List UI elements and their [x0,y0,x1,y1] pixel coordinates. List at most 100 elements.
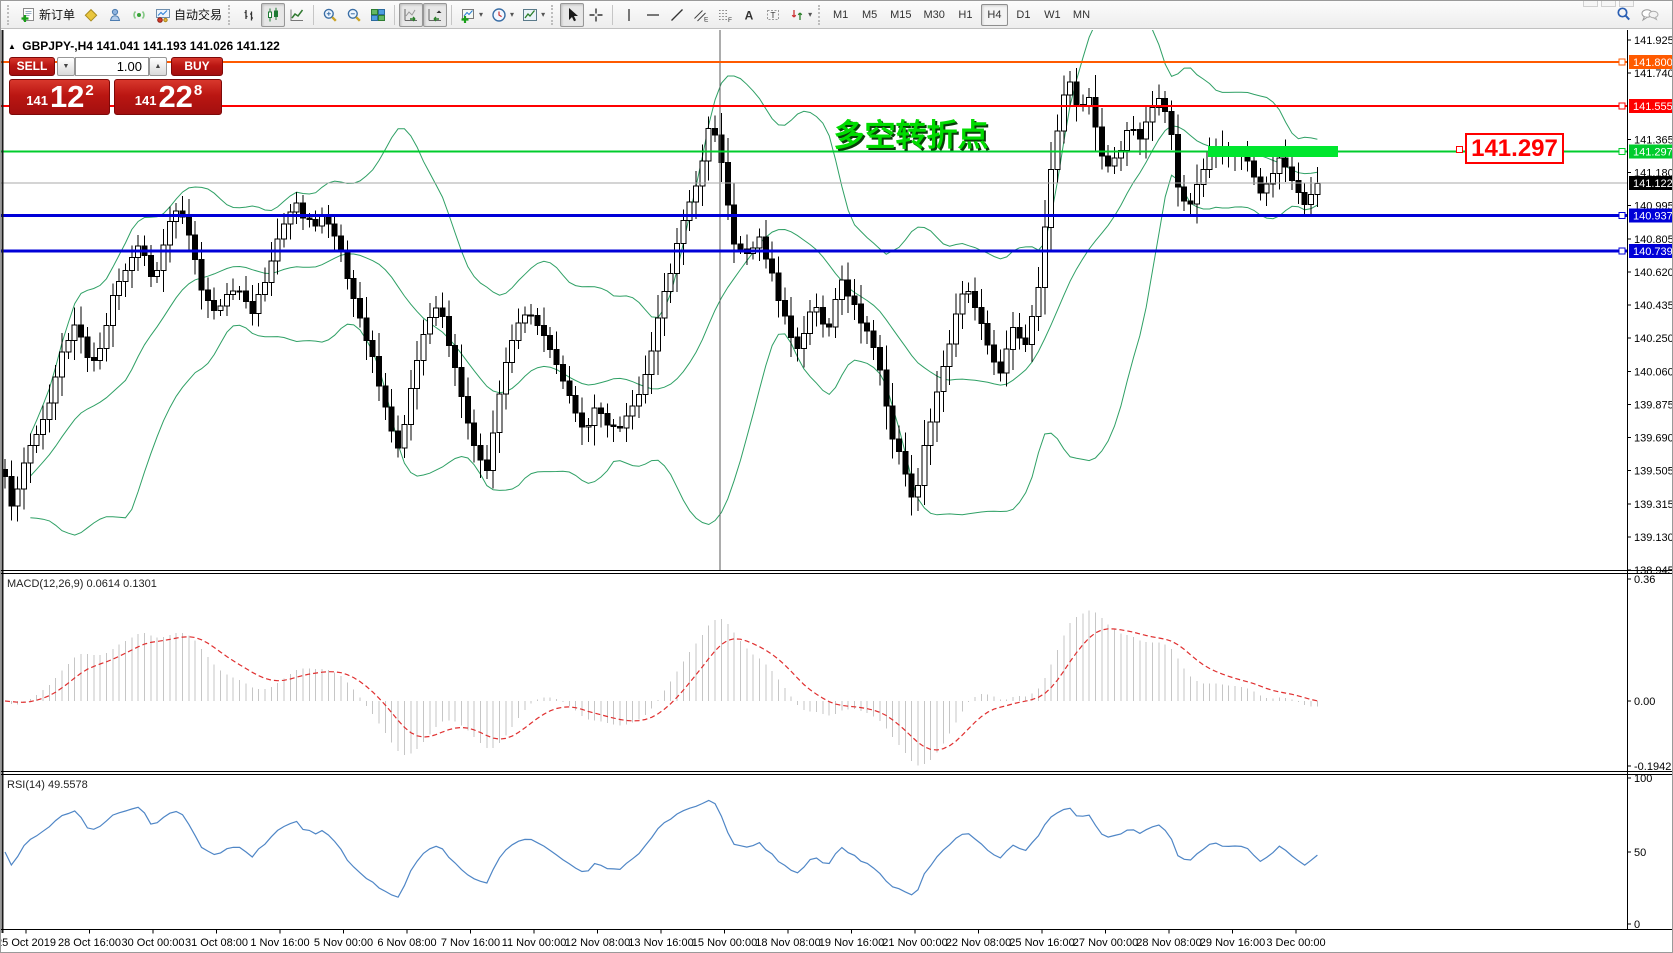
line-anchor-marker[interactable] [1618,212,1626,220]
bar-chart-button[interactable] [237,3,261,27]
search-button[interactable] [1611,3,1636,27]
annotation-text[interactable]: 多空转折点 [833,118,989,153]
toolbar-drag-handle[interactable] [818,4,823,25]
candles-layer [2,68,1321,522]
highlight-zone-rect[interactable] [1208,146,1338,158]
price-tick-label: 140.250 [1634,333,1673,345]
new-order-button[interactable]: 新订单 [16,3,79,27]
macd-layer [4,610,1318,766]
templates-menu-button[interactable]: ▾ [518,3,549,27]
template-icon [523,8,538,21]
text-label-button[interactable]: T [761,3,785,27]
chart-shift-button[interactable] [399,2,424,27]
toolbar-drag-handle[interactable] [228,4,233,25]
time-tick-label: 15 Nov 00:00 [692,937,757,949]
buy-button[interactable]: BUY [171,57,223,76]
signals-button[interactable] [127,3,151,27]
time-tick-label: 28 Oct 16:00 [58,937,121,949]
time-tick-label: 21 Nov 00:00 [882,937,947,949]
history-center-button[interactable] [79,3,103,27]
timeframe-w1-button[interactable]: W1 [1044,8,1061,21]
indicators-menu-button[interactable]: ▾ [456,3,487,27]
rsi-label: RSI(14) 49.5578 [7,779,88,791]
timeframe-toolbar: M1 M5 M15 M30 H1 H4 D1 W1 MN [827,3,1095,26]
time-tick-label: 5 Nov 00:00 [314,937,373,949]
chart-shift-icon [404,8,418,21]
sell-price-point: 2 [85,82,94,99]
profile-icon [109,8,121,21]
price-line-label [1629,175,1672,190]
crosshair-button[interactable] [584,3,608,27]
zoom-in-button[interactable] [318,3,342,27]
collapse-panel-icon[interactable]: ▲ [8,42,16,51]
toolbar-drag-handle[interactable] [551,4,556,25]
macd-signal-line [4,628,1318,751]
fibonacci-button[interactable]: F [713,3,737,27]
time-tick-label: 29 Nov 16:00 [1200,937,1265,949]
timeframe-m15-button[interactable]: M15 [890,8,912,21]
volume-increase-button[interactable]: ▲ [149,57,167,76]
price-callout-box[interactable]: 141.297 [1456,133,1564,164]
window-close-button[interactable] [1619,1,1634,7]
time-axis-labels[interactable]: 25 Oct 2019 28 Oct 16:00 30 Oct 00:00 31 Oc… [1,929,1326,950]
dropdown-caret-icon: ▾ [510,9,515,19]
profiles-button[interactable] [103,3,127,27]
timeframe-mn-button[interactable]: MN [1072,8,1091,21]
trendline-button[interactable] [665,3,689,27]
chart-canvas[interactable]: 141.925141.740141.365141.180140.995140.8… [1,30,1673,953]
volume-input[interactable]: 1.00 [75,57,149,76]
time-tick-label: 6 Nov 08:00 [377,937,436,949]
line-anchor-marker[interactable] [1618,58,1626,66]
macd-tick-label: 0.36 [1634,574,1655,586]
timeframe-h1-button[interactable]: H1 [958,8,973,21]
line-chart-button[interactable] [285,3,309,27]
line-anchor-marker[interactable] [1618,247,1626,255]
cursor-button[interactable] [560,2,585,27]
window-minimize-button[interactable] [1583,1,1598,7]
line-anchor-marker[interactable] [1618,148,1626,156]
axes-layer[interactable]: 141.925141.740141.365141.180140.995140.8… [1,30,1673,949]
text-button[interactable]: A [737,3,761,27]
volume-decrease-button[interactable]: ▼ [57,57,75,76]
bollinger-lower-band [30,174,1318,536]
vertical-line-button[interactable] [617,3,641,27]
auto-scroll-button[interactable] [423,2,448,27]
arrows-menu-button[interactable]: ▾ [785,3,816,27]
dropdown-caret-icon: ▾ [808,9,813,19]
timeframe-d1-button[interactable]: D1 [1016,8,1031,21]
price-axis-labels[interactable]: 141.925141.740141.365141.180140.995140.8… [1618,35,1673,931]
buy-quote-panel[interactable]: 141 22 8 [114,79,222,115]
timeframe-h4-button[interactable]: H4 [980,3,1008,26]
sell-button[interactable]: SELL [9,57,55,76]
tile-windows-button[interactable] [366,3,390,27]
price-tick-label: 139.875 [1634,400,1673,412]
chat-bubbles-icon [1641,8,1659,21]
time-tick-label: 3 Dec 00:00 [1266,937,1325,949]
toolbar-drag-handle[interactable] [7,4,12,25]
auto-scroll-icon [428,8,442,21]
new-order-label: 新订单 [39,8,76,22]
sell-quote-panel[interactable]: 141 12 2 [9,79,110,115]
price-tick-label: 140.060 [1634,367,1673,379]
time-tick-label: 11 Nov 00:00 [502,937,567,949]
chart-objects-layer[interactable] [1,30,1627,570]
timeframe-m30-button[interactable]: M30 [923,8,945,21]
timeframe-m1-button[interactable]: M1 [832,8,849,21]
equidistant-channel-button[interactable]: E [689,3,713,27]
horizontal-line-button[interactable] [641,3,665,27]
autotrading-button[interactable]: 自动交易 [151,3,226,27]
autotrading-icon [156,8,171,23]
time-tick-label: 12 Nov 08:00 [565,937,630,949]
svg-text:T: T [770,10,775,20]
community-chat-button[interactable] [1636,3,1664,27]
periods-menu-button[interactable]: ▾ [487,3,518,27]
line-anchor-marker[interactable] [1618,102,1626,110]
window-restore-button[interactable] [1601,1,1616,7]
candlestick-chart-button[interactable] [261,2,286,27]
time-tick-label: 27 Nov 00:00 [1073,937,1138,949]
time-tick-label: 22 Nov 08:00 [946,937,1011,949]
ohlc-values: 141.041 141.193 141.026 141.122 [96,39,280,53]
timeframe-m5-button[interactable]: M5 [861,8,878,21]
bar-chart-icon [244,9,254,20]
zoom-out-button[interactable] [342,3,366,27]
